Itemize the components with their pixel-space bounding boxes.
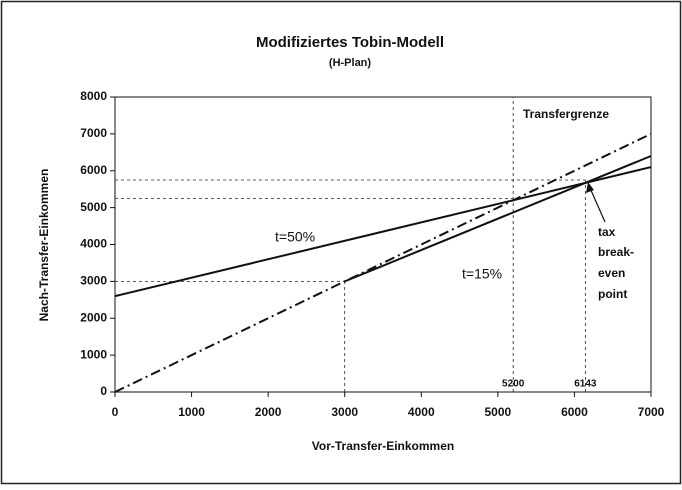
x-tick-label: 1000 — [178, 405, 205, 419]
series-label: t=50% — [275, 229, 315, 245]
annotation: even — [598, 266, 625, 280]
x-tick-label: 4000 — [408, 405, 435, 419]
marked-x-label: 6143 — [574, 379, 597, 390]
y-tick-label: 6000 — [80, 163, 107, 177]
x-tick-label: 7000 — [638, 405, 665, 419]
y-tick-label: 4000 — [80, 237, 107, 251]
y-tick-label: 2000 — [80, 310, 107, 324]
chart-subtitle: (H-Plan) — [329, 57, 372, 69]
arrow — [589, 187, 606, 223]
y-axis-label: Nach-Transfer-Einkommen — [37, 169, 51, 322]
arrow-head — [586, 182, 594, 193]
y-tick-label: 1000 — [80, 347, 107, 361]
chart-title: Modifiziertes Tobin-Modell — [256, 34, 444, 51]
x-axis-label: Vor-Transfer-Einkommen — [312, 439, 454, 453]
y-tick-label: 8000 — [80, 89, 107, 103]
x-tick-label: 2000 — [255, 405, 282, 419]
series-line — [344, 155, 652, 283]
y-tick-label: 7000 — [80, 126, 107, 140]
marked-x-label: 5200 — [502, 379, 525, 390]
plot-area — [114, 96, 652, 393]
x-tick-label: 5000 — [485, 405, 512, 419]
series-line — [114, 166, 652, 298]
x-tick-label: 6000 — [561, 405, 588, 419]
x-tick-label: 3000 — [331, 405, 358, 419]
series-label: t=15% — [462, 266, 502, 282]
annotation: Transfergrenze — [523, 107, 609, 121]
annotation: break- — [598, 245, 634, 259]
annotation: tax — [598, 225, 616, 239]
y-tick-label: 3000 — [80, 274, 107, 288]
annotation: point — [598, 287, 627, 301]
x-tick-label: 0 — [112, 405, 119, 419]
y-tick-label: 0 — [100, 384, 107, 398]
series-line — [114, 132, 652, 393]
y-tick-label: 5000 — [80, 200, 107, 214]
